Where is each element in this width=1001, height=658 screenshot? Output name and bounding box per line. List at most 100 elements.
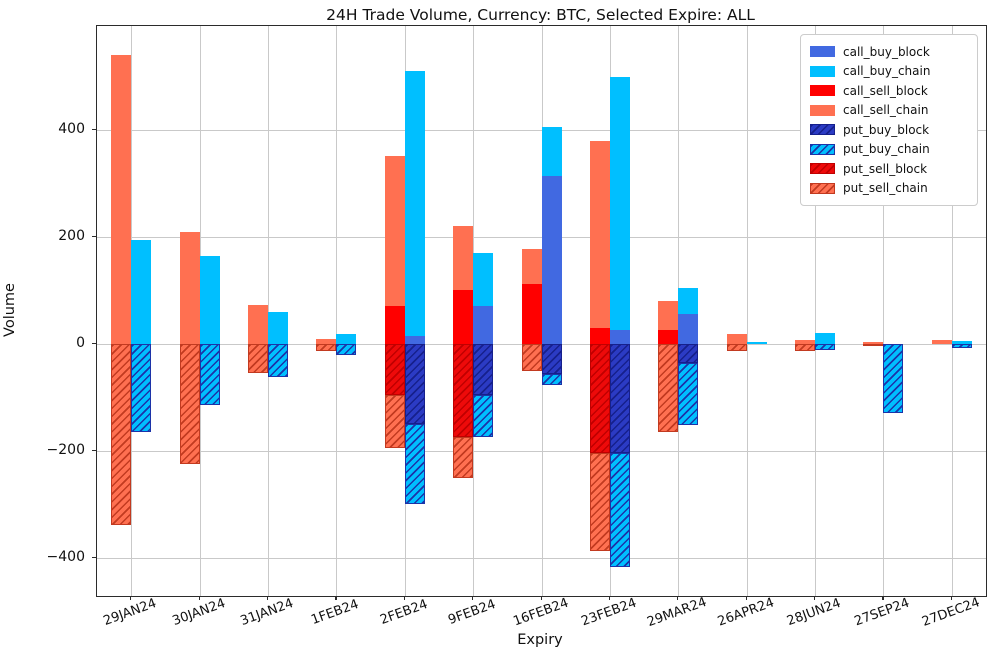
bar-call_sell_chain [795,339,816,344]
bar-put_buy_chain [951,343,972,349]
x-tick-mark [130,596,132,600]
bar-put_buy_chain [473,394,494,438]
legend-label: call_sell_chain [843,103,929,118]
bar-call_buy_chain [267,311,288,344]
bar-put_buy_chain [336,343,357,355]
bar-call_sell_chain [179,231,200,344]
v-gridline [951,26,953,596]
x-tick-mark [814,596,816,600]
bar-put_sell_block [589,343,610,454]
x-tick-mark [950,596,952,600]
bar-call_sell_chain [931,339,952,344]
bar-put_buy_block [404,343,425,424]
y-tick-mark [92,556,96,558]
bar-put_sell_block [384,343,405,395]
bar-call_sell_chain [658,301,679,331]
bar-put_buy_block [541,343,562,375]
y-tick-label: −200 [46,441,85,458]
x-tick-mark [198,596,200,600]
bar-call_buy_chain [473,253,494,307]
x-tick-mark [266,596,269,600]
bar-put_sell_chain [384,394,405,448]
y-tick-mark [92,236,96,238]
x-tick-mark [745,596,747,600]
x-axis-label: Expiry [517,632,563,648]
v-gridline [883,26,885,596]
bar-put_sell_chain [589,453,610,551]
bar-put_sell_chain [111,343,132,526]
legend-label: call_buy_block [843,44,930,59]
legend-item-call_sell_block: call_sell_block [810,81,968,101]
bar-call_buy_chain [815,333,836,344]
x-tick-mark [472,596,474,600]
bar-put_sell_chain [726,343,747,352]
bar-put_buy_chain [131,343,152,432]
bar-call_sell_block [658,330,679,344]
put_buy_block-swatch-icon [810,124,835,136]
legend: call_buy_block call_buy_chain call_sell_bl… [800,34,978,206]
call_sell_block-swatch-icon [810,85,835,97]
bar-call_sell_chain [384,155,405,307]
call_sell_chain-swatch-icon [810,104,835,116]
legend-item-put_buy_block: put_buy_block [810,120,968,140]
bar-call_buy_block [404,335,425,344]
bar-put_buy_block [473,343,494,395]
x-tick-mark [540,596,542,600]
h-gridline [97,450,986,452]
x-tick-mark [677,596,679,600]
bar-call_buy_chain [131,239,152,344]
bar-put_buy_chain [815,343,836,351]
put_buy_chain-swatch-icon [810,143,835,155]
legend-item-put_sell_block: put_sell_block [810,159,968,179]
bar-put_sell_chain [863,343,884,346]
x-tick-label: 29MAR24 [645,594,710,631]
bar-call_sell_chain [863,342,884,344]
v-gridline [336,26,338,596]
call_buy_block-swatch-icon [810,46,835,58]
x-tick-label: 27DEC24 [919,595,982,630]
legend-item-put_sell_chain: put_sell_chain [810,179,968,199]
x-tick-label: 31JAN24 [238,595,296,630]
call_buy_chain-swatch-icon [810,65,835,77]
bar-put_buy_chain [199,343,220,406]
legend-label: put_buy_block [843,122,930,137]
bar-call_buy_block [473,306,494,344]
bar-put_sell_chain [795,343,816,351]
bar-call_buy_chain [609,76,630,331]
v-gridline [267,26,269,596]
y-tick-label: −400 [46,548,85,565]
bar-call_buy_block [609,330,630,344]
bar-call_buy_chain [541,127,562,176]
h-gridline [97,557,986,559]
bar-call_sell_chain [247,305,268,344]
bar-call_sell_block [589,327,610,344]
x-tick-label: 16FEB24 [510,595,571,630]
x-tick-mark [403,596,405,600]
bar-put_buy_chain [883,343,904,414]
x-tick-label: 9FEB24 [446,596,498,629]
y-axis-label: Volume [2,283,18,337]
bar-call_buy_chain [199,255,220,344]
x-tick-label: 29JAN24 [101,595,159,630]
y-tick-label: 0 [76,334,85,351]
bar-call_buy_chain [336,334,357,344]
bar-call_buy_block [541,175,562,344]
legend-item-call_buy_chain: call_buy_chain [810,62,968,82]
put_sell_block-swatch-icon [810,163,835,175]
bar-put_sell_block [453,343,474,438]
v-gridline [815,26,817,596]
bar-call_sell_block [384,306,405,344]
bar-put_buy_chain [404,423,425,505]
v-gridline [746,26,748,596]
bar-put_buy_chain [541,374,562,385]
legend-label: call_buy_chain [843,64,931,79]
legend-item-call_sell_chain: call_sell_chain [810,101,968,121]
bar-call_buy_chain [951,341,972,344]
put_sell_chain-swatch-icon [810,182,835,194]
x-tick-label: 27SEP24 [852,595,912,630]
x-tick-label: 1FEB24 [309,596,362,629]
bar-call_sell_chain [726,334,747,344]
bar-put_buy_block [678,343,699,363]
bar-call_sell_chain [453,226,474,291]
